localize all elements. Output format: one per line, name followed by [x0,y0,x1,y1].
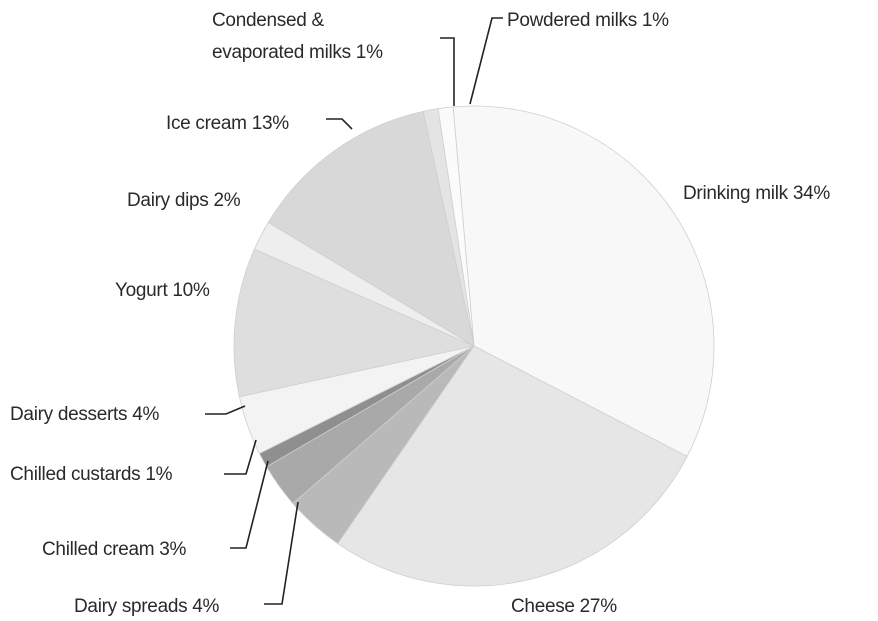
label-powdered-milks: Powdered milks 1% [507,10,669,31]
slice-cheese [337,345,688,587]
slice-labels: Drinking milk 34% Cheese 27% Dairy sprea… [10,10,831,617]
leader-powdered-milks [469,17,503,105]
label-dairy-spreads: Dairy spreads 4% [74,596,220,617]
leader-chilled-cream [230,460,269,549]
label-dairy-desserts: Dairy desserts 4% [10,404,159,425]
label-chilled-cream: Chilled cream 3% [42,539,186,560]
label-ice-cream: Ice cream 13% [166,113,289,134]
slice-powdered-milks [437,106,475,347]
leader-dairy-desserts [205,405,246,415]
pie-slices [233,105,715,587]
label-condensed-line-2: evaporated milks 1% [212,42,383,63]
slice-ice-cream [267,110,475,347]
label-chilled-custards: Chilled custards 1% [10,464,173,485]
label-condensed-milks: Condensed & evaporated milks 1% [212,10,383,63]
label-cheese: Cheese 27% [511,596,617,617]
label-dairy-dips: Dairy dips 2% [127,190,241,211]
leader-condensed-milks [440,37,455,106]
label-condensed-line-1: Condensed & [212,10,324,31]
label-drinking-milk: Drinking milk 34% [683,183,830,204]
leader-chilled-custards [224,439,257,475]
slice-yogurt [233,248,476,398]
leader-dairy-spreads [264,501,299,605]
leader-ice-cream [326,118,353,130]
label-yogurt: Yogurt 10% [115,280,210,301]
leader-lines [205,17,503,605]
